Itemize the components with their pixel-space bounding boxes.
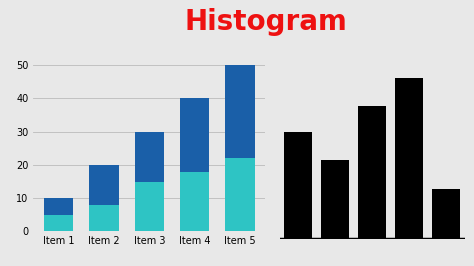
Bar	[135, 132, 164, 181]
Bar	[44, 198, 73, 215]
Bar	[284, 131, 312, 239]
Bar	[358, 106, 386, 239]
Bar	[321, 160, 349, 239]
Bar	[44, 215, 73, 231]
Bar	[180, 98, 210, 172]
Bar	[225, 65, 255, 158]
Bar	[432, 189, 460, 239]
Text: Histogram: Histogram	[184, 8, 347, 36]
Bar	[395, 78, 423, 239]
Bar	[135, 181, 164, 231]
Bar	[225, 158, 255, 231]
Bar	[89, 205, 118, 231]
Bar	[89, 165, 118, 205]
Bar	[180, 172, 210, 231]
